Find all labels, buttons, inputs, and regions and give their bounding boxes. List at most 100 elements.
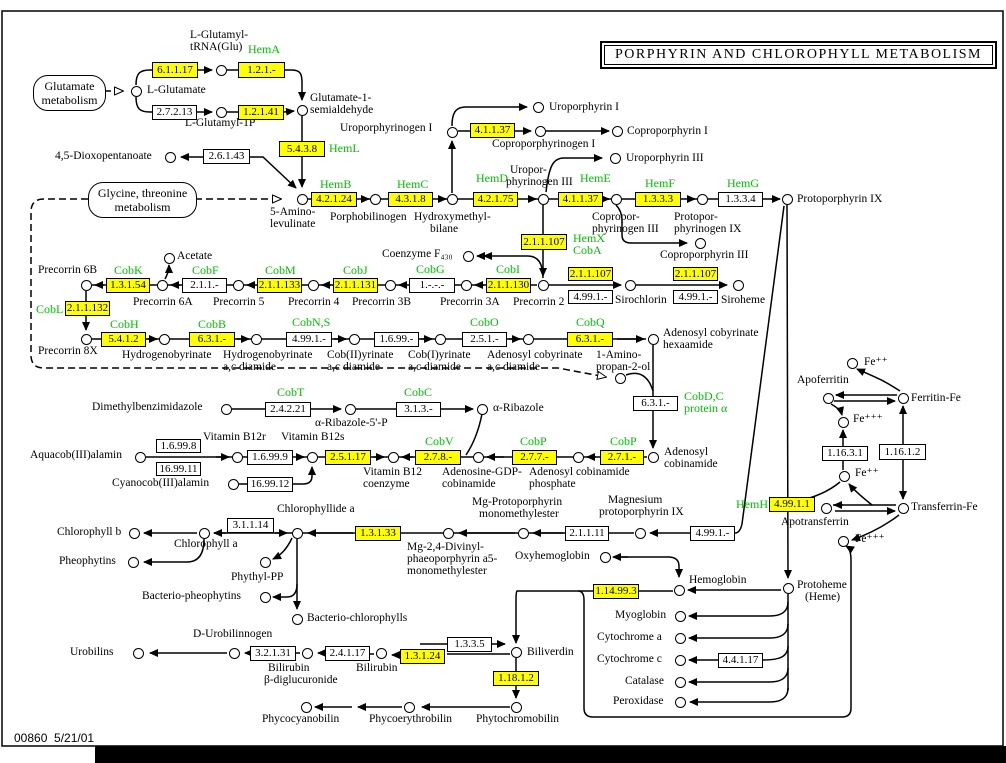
enzyme-box-2.1.1.11[interactable]: 2.1.1.11 bbox=[565, 526, 609, 541]
enzyme-box-1.6.99.8[interactable]: 1.6.99.8 bbox=[156, 439, 201, 453]
compound-node[interactable] bbox=[296, 104, 308, 116]
enzyme-box-5.4.1.2[interactable]: 5.4.1.2 bbox=[101, 332, 146, 347]
enzyme-box-1.-.-.-[interactable]: 1.-.-.- bbox=[409, 278, 455, 293]
compound-node[interactable] bbox=[537, 193, 549, 205]
compound-node[interactable] bbox=[375, 647, 387, 659]
enzyme-box-2.4.2.21[interactable]: 2.4.2.21 bbox=[265, 402, 311, 417]
compound-node[interactable] bbox=[694, 237, 706, 249]
enzyme-box-2.1.1.133[interactable]: 2.1.1.133 bbox=[257, 278, 302, 293]
enzyme-box-3.2.1.31[interactable]: 3.2.1.31 bbox=[250, 646, 296, 661]
enzyme-box-2.1.1.132[interactable]: 2.1.1.132 bbox=[65, 301, 110, 316]
compound-node[interactable] bbox=[674, 696, 686, 708]
compound-node[interactable] bbox=[897, 502, 909, 514]
enzyme-box-4.99.1.-[interactable]: 4.99.1.- bbox=[673, 290, 718, 304]
compound-node[interactable] bbox=[472, 451, 484, 463]
enzyme-box-1.2.1.-[interactable]: 1.2.1.- bbox=[238, 62, 285, 78]
compound-node[interactable] bbox=[846, 357, 858, 369]
enzyme-box-6.3.1.-[interactable]: 6.3.1.- bbox=[633, 396, 678, 411]
compound-node[interactable] bbox=[674, 610, 686, 622]
compound-node[interactable] bbox=[732, 279, 744, 291]
compound-node[interactable] bbox=[130, 85, 142, 97]
compound-node[interactable] bbox=[259, 591, 271, 603]
compound-node[interactable] bbox=[609, 152, 621, 164]
compound-node[interactable] bbox=[599, 551, 611, 563]
enzyme-box-1.3.3.3[interactable]: 1.3.3.3 bbox=[635, 192, 681, 207]
compound-node[interactable] bbox=[522, 333, 534, 345]
compound-node[interactable] bbox=[403, 701, 415, 713]
enzyme-box-2.5.1.17[interactable]: 2.5.1.17 bbox=[325, 450, 371, 465]
enzyme-box-2.7.1.-[interactable]: 2.7.1.- bbox=[600, 450, 644, 465]
compound-node[interactable] bbox=[434, 333, 446, 345]
compound-node[interactable] bbox=[446, 126, 458, 138]
compound-node[interactable] bbox=[132, 647, 144, 659]
enzyme-box-2.7.8.-[interactable]: 2.7.8.- bbox=[415, 450, 461, 465]
compound-node[interactable] bbox=[384, 279, 396, 291]
compound-node[interactable] bbox=[532, 101, 544, 113]
enzyme-box-5.4.3.8[interactable]: 5.4.3.8 bbox=[279, 141, 325, 157]
compound-node[interactable] bbox=[348, 333, 360, 345]
compound-node[interactable] bbox=[215, 64, 227, 76]
compound-node[interactable] bbox=[127, 556, 139, 568]
compound-node[interactable] bbox=[198, 527, 210, 539]
enzyme-box-1.6.99.-[interactable]: 1.6.99.- bbox=[374, 332, 419, 347]
compound-node[interactable] bbox=[128, 527, 140, 539]
enzyme-box-4.3.1.8[interactable]: 4.3.1.8 bbox=[388, 192, 433, 207]
compound-node[interactable] bbox=[446, 193, 458, 205]
enzyme-box-2.1.1.131[interactable]: 2.1.1.131 bbox=[333, 278, 378, 293]
enzyme-box-2.1.1.-[interactable]: 2.1.1.- bbox=[182, 278, 227, 293]
compound-node[interactable] bbox=[614, 372, 626, 384]
enzyme-box-4.1.1.37[interactable]: 4.1.1.37 bbox=[558, 192, 603, 207]
enzyme-box-4.4.1.17[interactable]: 4.4.1.17 bbox=[718, 653, 763, 668]
compound-node[interactable] bbox=[897, 392, 909, 404]
compound-node[interactable] bbox=[510, 646, 522, 658]
compound-node[interactable] bbox=[344, 403, 356, 415]
compound-node[interactable] bbox=[572, 451, 584, 463]
enzyme-box-1.3.3.4[interactable]: 1.3.3.4 bbox=[718, 192, 763, 207]
enzyme-box-2.7.2.13[interactable]: 2.7.2.13 bbox=[152, 105, 197, 120]
compound-node[interactable] bbox=[232, 279, 244, 291]
compound-node[interactable] bbox=[158, 333, 170, 345]
enzyme-box-1.18.1.2[interactable]: 1.18.1.2 bbox=[493, 671, 539, 686]
enzyme-box-4.99.1.-[interactable]: 4.99.1.- bbox=[286, 332, 332, 347]
compound-node[interactable] bbox=[674, 632, 686, 644]
enzyme-box-4.99.1.1[interactable]: 4.99.1.1 bbox=[769, 497, 815, 512]
compound-node[interactable] bbox=[80, 333, 92, 345]
enzyme-box-6.3.1.-[interactable]: 6.3.1.- bbox=[189, 332, 235, 347]
compound-node[interactable] bbox=[782, 582, 794, 594]
pathway-link-glycine-threonine[interactable]: Glycine, threonine metabolism bbox=[88, 182, 197, 218]
compound-node[interactable] bbox=[537, 279, 549, 291]
enzyme-box-2.7.7.-[interactable]: 2.7.7.- bbox=[512, 450, 557, 465]
compound-node[interactable] bbox=[647, 333, 659, 345]
enzyme-box-6.3.1.-[interactable]: 6.3.1.- bbox=[567, 332, 613, 347]
enzyme-box-1.3.3.5[interactable]: 1.3.3.5 bbox=[447, 637, 492, 652]
compound-node[interactable] bbox=[164, 151, 176, 163]
enzyme-box-2.1.1.107[interactable]: 2.1.1.107 bbox=[673, 267, 718, 281]
enzyme-box-4.99.1.-[interactable]: 4.99.1.- bbox=[568, 290, 613, 304]
compound-node[interactable] bbox=[837, 416, 849, 428]
compound-node[interactable] bbox=[291, 613, 303, 625]
compound-node[interactable] bbox=[442, 527, 454, 539]
compound-node[interactable] bbox=[369, 193, 381, 205]
compound-node[interactable] bbox=[300, 701, 312, 713]
compound-node[interactable] bbox=[837, 535, 849, 547]
enzyme-box-1.3.1.24[interactable]: 1.3.1.24 bbox=[400, 649, 445, 664]
enzyme-box-1.6.99.9[interactable]: 1.6.99.9 bbox=[247, 450, 293, 465]
compound-node[interactable] bbox=[306, 451, 318, 463]
compound-node[interactable] bbox=[156, 279, 168, 291]
enzyme-box-4.1.1.37[interactable]: 4.1.1.37 bbox=[470, 123, 515, 138]
compound-node[interactable] bbox=[259, 556, 271, 568]
compound-node[interactable] bbox=[510, 701, 522, 713]
enzyme-box-1.14.99.3[interactable]: 1.14.99.3 bbox=[593, 584, 639, 599]
enzyme-box-1.16.3.1[interactable]: 1.16.3.1 bbox=[822, 446, 868, 461]
enzyme-box-1.2.1.41[interactable]: 1.2.1.41 bbox=[238, 105, 284, 120]
enzyme-box-2.1.1.107[interactable]: 2.1.1.107 bbox=[521, 234, 567, 250]
compound-node[interactable] bbox=[674, 654, 686, 666]
enzyme-box-2.4.1.17[interactable]: 2.4.1.17 bbox=[325, 646, 370, 661]
compound-node[interactable] bbox=[624, 279, 636, 291]
enzyme-box-4.2.1.24[interactable]: 4.2.1.24 bbox=[311, 192, 357, 207]
compound-node[interactable] bbox=[476, 403, 488, 415]
compound-node[interactable] bbox=[307, 279, 319, 291]
compound-node[interactable] bbox=[80, 279, 92, 291]
enzyme-box-2.1.1.107[interactable]: 2.1.1.107 bbox=[568, 267, 613, 281]
enzyme-box-6.1.1.17[interactable]: 6.1.1.17 bbox=[152, 62, 198, 78]
